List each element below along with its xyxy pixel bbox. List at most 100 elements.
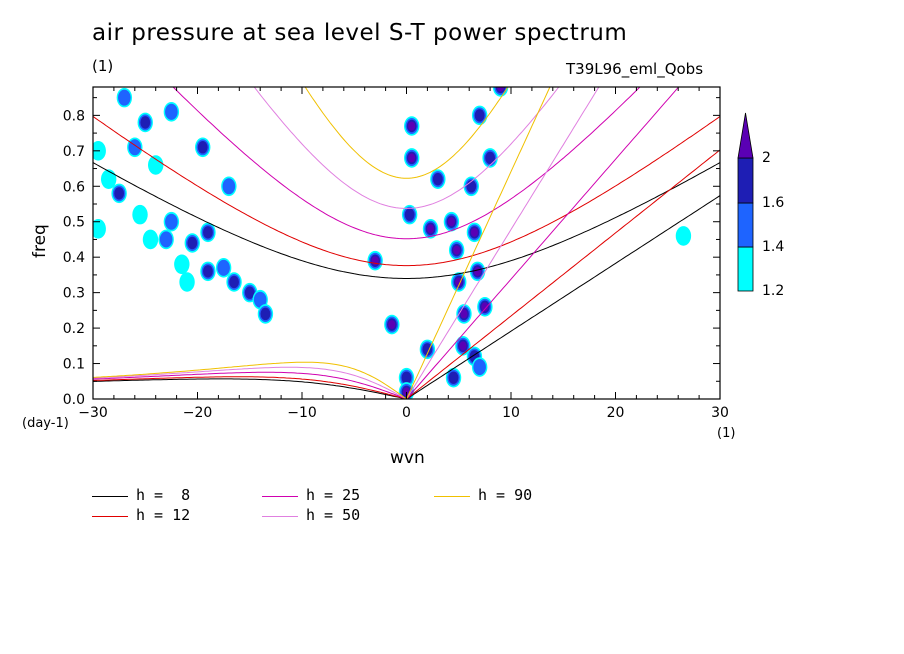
plot-area (93, 87, 720, 399)
x-tick-label: −20 (183, 405, 213, 421)
y-tick-label: 0.4 (63, 250, 85, 266)
contour-blob-42-level-2 (140, 116, 151, 129)
contour-blob-17-level-2 (401, 371, 412, 384)
dispersion-curve-kelvin-2 (406, 87, 680, 399)
y-axis-unit: (day-1) (22, 416, 69, 431)
contour-blob-32-level-2 (203, 265, 213, 278)
legend-line-h12 (92, 516, 128, 517)
contour-blob-35-level-2 (244, 286, 255, 299)
contour-blob-11-level-3 (481, 302, 489, 312)
contour-blob-31-level-0 (174, 254, 190, 275)
contour-blob-16-level-2 (422, 343, 433, 356)
dispersion-curve-rossby-1 (93, 376, 407, 399)
dispersion-curve-kelvin-3 (406, 87, 600, 399)
contour-blob-15-level-3 (459, 341, 467, 351)
contour-blob-26-level-2 (114, 187, 125, 200)
legend-label-h90: h = 90 (478, 486, 533, 504)
dispersion-curve-kelvin-4 (406, 87, 551, 399)
legend-line-h8 (92, 496, 128, 497)
contour-blob-25-level-0 (100, 169, 117, 189)
dispersion-curve-ig-4 (304, 87, 509, 179)
contour-blob-50-level-0 (675, 226, 692, 246)
colorbar-segment-1 (737, 202, 754, 248)
contour-blob-36-level-1 (253, 291, 267, 308)
contour-blob-24-level-1 (473, 359, 486, 376)
contour-blob-46-level-0 (148, 155, 164, 175)
legend-label-h50: h = 50 (306, 506, 361, 524)
contour-blob-40-level-0 (179, 272, 195, 292)
contour-blob-30-level-2 (203, 226, 213, 239)
contour-blob-29-level-2 (187, 236, 198, 250)
experiment-label: T39L96_eml_Qobs (566, 60, 704, 78)
contour-blob-0-level-3 (408, 121, 416, 131)
dispersion-curve-ig-3 (253, 87, 560, 209)
contour-blob-5-level-3 (447, 217, 455, 227)
dispersion-curve-rossby-4 (93, 361, 407, 399)
dispersion-curve-rossby-2 (93, 371, 407, 399)
colorbar-label-2: 1.4 (762, 239, 785, 255)
legend-line-h50 (262, 516, 298, 517)
contour-blob-19-level-3 (388, 320, 396, 330)
x-tick-label: −30 (78, 405, 108, 421)
x-tick-label: 30 (711, 405, 729, 421)
legend-label-h8: h = 8 (136, 486, 191, 504)
contour-blob-38-level-1 (159, 231, 173, 248)
y-tick-label: 0.6 (63, 179, 85, 195)
contour-blob-44-level-2 (197, 141, 208, 154)
chart-subtitle: (1) (92, 57, 114, 75)
contour-blob-41-level-1 (118, 89, 131, 106)
colorbar-label-1: 1.2 (762, 283, 785, 299)
contour-blob-28-level-1 (165, 213, 178, 230)
contour-blob-8-level-3 (460, 309, 468, 319)
y-axis-label: freq (30, 224, 50, 258)
contour-blob-9-level-3 (470, 227, 478, 237)
dispersion-curve-kelvin-1 (406, 149, 720, 399)
x-tick-label: −10 (287, 405, 317, 421)
legend-label-h25: h = 25 (306, 486, 361, 504)
chart-title: air pressure at sea level S-T power spec… (92, 20, 628, 46)
contour-blob-12-level-2 (474, 109, 485, 122)
contour-blob-1-level-3 (408, 153, 416, 163)
dispersion-curve-rossby-3 (93, 366, 407, 399)
y-tick-label: 0.5 (63, 215, 85, 231)
y-tick-label: 0.3 (63, 286, 85, 302)
colorbar-label-3: 1.6 (762, 195, 785, 211)
dispersion-curve-ig-0 (93, 162, 720, 279)
legend-label-h12: h = 12 (136, 506, 191, 524)
x-tick-label: 0 (402, 405, 411, 421)
contour-blob-34-level-2 (229, 275, 240, 289)
contour-blob-13-level-2 (485, 151, 496, 165)
contour-blob-39-level-0 (142, 229, 159, 250)
y-tick-label: 0.2 (63, 321, 85, 337)
x-tick-label: 10 (502, 405, 520, 421)
colorbar-extension-arrow (737, 112, 754, 159)
dispersion-curve-kelvin-0 (406, 195, 720, 399)
contour-blob-37-level-2 (260, 307, 271, 321)
x-tick-label: 20 (607, 405, 625, 421)
y-tick-label: 0.7 (63, 144, 85, 160)
contour-blob-7-level-3 (455, 277, 463, 287)
x-axis-label: wvn (390, 448, 425, 468)
contour-blob-10-level-3 (474, 266, 482, 276)
contour-blob-21-level-2 (448, 371, 459, 384)
contour-blob-49-level-0 (93, 219, 106, 239)
legend-line-h25 (262, 496, 298, 497)
contour-blob-27-level-0 (132, 204, 148, 225)
contour-blob-6-level-3 (453, 245, 461, 255)
y-tick-label: 0.1 (63, 357, 85, 373)
contour-blob-33-level-1 (217, 259, 230, 276)
y-tick-label: 0.0 (63, 392, 85, 408)
dispersion-curve-rossby-0 (93, 378, 407, 399)
contour-blob-45-level-1 (222, 178, 236, 195)
y-tick-label: 0.8 (63, 108, 85, 124)
dispersion-curve-ig-1 (93, 115, 720, 267)
dispersion-curve-ig-2 (172, 87, 641, 240)
contour-blob-23-level-3 (497, 87, 505, 92)
colorbar-label-4: 2 (762, 150, 771, 166)
x-axis-unit: (1) (717, 426, 736, 441)
contour-blob-3-level-3 (426, 224, 435, 234)
contour-blob-4-level-2 (432, 172, 443, 186)
contour-blob-43-level-1 (165, 103, 178, 120)
